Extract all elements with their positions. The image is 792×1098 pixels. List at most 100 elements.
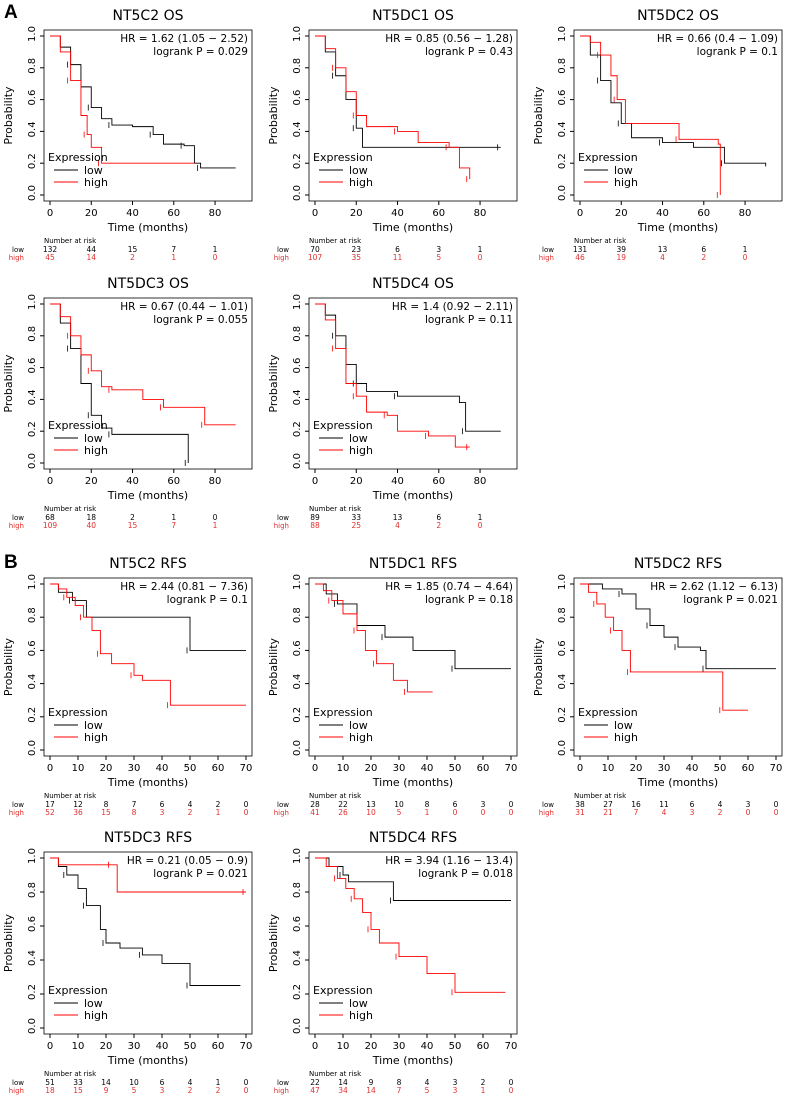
y-tick-label: 0.6 — [557, 90, 568, 106]
risk-count-high: 18 — [45, 1086, 55, 1095]
risk-row-label-high: high — [9, 809, 24, 817]
y-tick-label: 1.0 — [292, 294, 303, 310]
survival-curve-high — [580, 35, 721, 195]
risk-count-high: 2 — [701, 253, 706, 262]
risk-count-high: 46 — [575, 253, 585, 262]
legend-label-low: low — [614, 719, 633, 732]
risk-count-low: 38 — [575, 800, 585, 809]
logrank-p: logrank P = 0.029 — [153, 46, 248, 58]
risk-count-low: 0 — [213, 513, 218, 522]
y-tick-label: 1.0 — [27, 574, 38, 590]
hazard-ratio: HR = 1.62 (1.05 − 2.52) — [120, 33, 248, 45]
risk-header: Number at risk — [309, 237, 362, 245]
risk-count-high: 5 — [397, 808, 402, 817]
risk-count-high: 107 — [308, 253, 323, 262]
x-tick-label: 50 — [184, 763, 197, 774]
chart-title: NT5DC1 RFS — [369, 556, 457, 572]
plot-frame — [308, 851, 518, 1035]
plot-frame — [43, 577, 253, 757]
risk-count-high: 1 — [425, 808, 430, 817]
survival-curve-low — [50, 35, 236, 169]
risk-count-high: 3 — [690, 808, 695, 817]
y-tick-label: 0.4 — [292, 389, 303, 405]
risk-count-high: 0 — [746, 808, 751, 817]
risk-count-low: 13 — [658, 245, 668, 254]
x-tick-label: 20 — [350, 208, 363, 219]
risk-count-high: 2 — [718, 808, 723, 817]
risk-count-high: 2 — [216, 1086, 221, 1095]
risk-row-label-high: high — [9, 1087, 24, 1095]
risk-count-low: 70 — [310, 245, 320, 254]
risk-count-high: 7 — [397, 1086, 402, 1095]
risk-count-high: 8 — [132, 808, 137, 817]
risk-count-high: 0 — [743, 253, 748, 262]
risk-count-low: 10 — [394, 800, 404, 809]
risk-count-low: 6 — [701, 245, 706, 254]
y-tick-label: 0.2 — [27, 707, 38, 723]
risk-count-high: 0 — [509, 808, 514, 817]
y-tick-label: 0.6 — [292, 358, 303, 374]
y-tick-label: 1.0 — [27, 294, 38, 310]
risk-count-high: 31 — [575, 808, 585, 817]
x-tick-label: 80 — [209, 476, 222, 487]
risk-count-low: 1 — [743, 245, 748, 254]
risk-count-high: 2 — [188, 1086, 193, 1095]
risk-header: Number at risk — [574, 792, 627, 800]
risk-count-low: 0 — [774, 800, 779, 809]
legend-label-high: high — [84, 731, 108, 744]
risk-count-high: 5 — [132, 1086, 137, 1095]
risk-count-low: 33 — [73, 1078, 83, 1087]
risk-row-label-low: low — [277, 801, 289, 809]
risk-count-low: 13 — [366, 800, 376, 809]
x-tick-label: 20 — [350, 476, 363, 487]
y-tick-label: 0.0 — [27, 453, 38, 469]
risk-count-high: 10 — [366, 808, 376, 817]
risk-count-low: 28 — [310, 800, 320, 809]
risk-count-low: 23 — [351, 245, 361, 254]
x-tick-label: 70 — [770, 763, 783, 774]
x-tick-label: 60 — [432, 208, 445, 219]
y-tick-label: 0.2 — [292, 153, 303, 169]
x-tick-label: 20 — [630, 763, 643, 774]
x-axis-label: Time (months) — [107, 489, 188, 502]
legend-label-high: high — [84, 444, 108, 457]
risk-count-high: 15 — [101, 808, 111, 817]
risk-count-high: 0 — [509, 1086, 514, 1095]
plot-frame — [308, 577, 518, 757]
risk-count-low: 6 — [436, 513, 441, 522]
km-chart-nt5c2-rfs: NT5C2 RFS 0.0 0.2 0.4 0.6 0.8 1.0 Probability 0 1… — [2, 556, 253, 817]
risk-count-high: 25 — [351, 521, 361, 530]
survival-curve-low — [580, 583, 776, 670]
x-tick-label: 20 — [615, 208, 628, 219]
y-tick-label: 0.6 — [27, 358, 38, 374]
chart-title: NT5DC1 OS — [372, 8, 454, 24]
logrank-p: logrank P = 0.1 — [697, 46, 778, 58]
chart-title: NT5C2 RFS — [109, 556, 187, 572]
y-tick-label: 0.0 — [27, 185, 38, 201]
risk-row-label-high: high — [539, 254, 554, 262]
x-tick-label: 60 — [697, 208, 710, 219]
risk-count-low: 1 — [213, 245, 218, 254]
risk-count-high: 34 — [338, 1086, 348, 1095]
plot-frame — [43, 29, 253, 202]
x-tick-label: 0 — [47, 1041, 53, 1052]
x-tick-label: 10 — [602, 763, 615, 774]
risk-header: Number at risk — [309, 1070, 362, 1078]
x-tick-label: 60 — [477, 1041, 490, 1052]
risk-count-low: 132 — [43, 245, 58, 254]
risk-count-low: 131 — [573, 245, 588, 254]
x-tick-label: 80 — [474, 476, 487, 487]
risk-count-low: 1 — [171, 513, 176, 522]
y-tick-label: 0.0 — [292, 185, 303, 201]
risk-count-low: 3 — [746, 800, 751, 809]
chart-title: NT5C2 OS — [113, 8, 184, 24]
risk-count-low: 7 — [171, 245, 176, 254]
risk-count-low: 4 — [188, 800, 193, 809]
risk-count-high: 4 — [662, 808, 667, 817]
legend-title: Expression — [48, 984, 108, 997]
risk-count-high: 15 — [73, 1086, 83, 1095]
risk-count-high: 0 — [244, 1086, 249, 1095]
x-tick-label: 70 — [505, 763, 518, 774]
risk-count-low: 14 — [101, 1078, 111, 1087]
plot-frame — [43, 851, 253, 1035]
